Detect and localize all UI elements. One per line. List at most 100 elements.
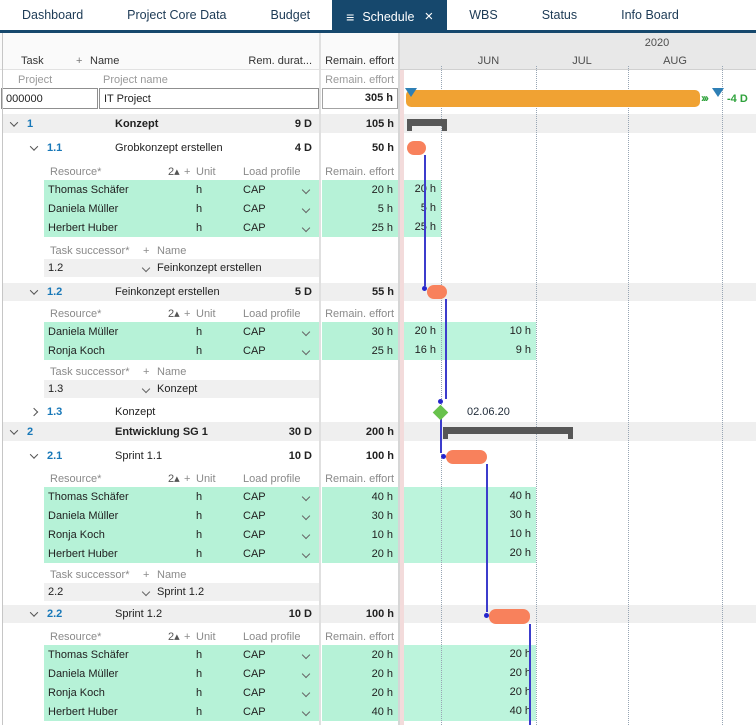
resource-unit[interactable]: h [196,183,203,196]
add-resource-icon[interactable]: + [184,165,191,178]
task-name[interactable]: Konzept [115,406,156,418]
load-profile-dropdown[interactable] [301,487,317,506]
task-name[interactable]: Grobkonzept erstellen [115,142,223,154]
resource-name[interactable]: Ronja Koch [48,528,105,541]
add-successor-icon[interactable]: + [143,244,150,257]
resource-name[interactable]: Daniela Müller [48,667,119,680]
resource-load-profile[interactable]: CAP [243,325,266,338]
resource-row[interactable]: Ronja Koch h CAP 10 h 10 h [0,525,756,544]
resource-load-profile[interactable]: CAP [243,648,266,661]
column-rem-duration[interactable]: Rem. durat... [248,55,312,67]
load-profile-dropdown[interactable] [301,180,317,199]
resource-name[interactable]: Herbert Huber [48,221,118,234]
tab-project-core-data[interactable]: Project Core Data [127,8,227,22]
add-successor-icon[interactable]: + [143,568,150,581]
sort-indicator[interactable]: 2▴ [168,473,180,485]
load-profile-dropdown[interactable] [301,664,317,683]
resource-name[interactable]: Herbert Huber [48,547,118,560]
resource-row[interactable]: Herbert Huber h CAP 20 h 20 h [0,544,756,563]
successor-number[interactable]: 1.3 [48,383,64,395]
resource-row[interactable]: Thomas Schäfer h CAP 40 h 40 h [0,487,756,506]
resource-unit[interactable]: h [196,221,203,234]
tab-schedule[interactable]: ≡ Schedule × [332,0,448,33]
load-profile-dropdown[interactable] [301,525,317,544]
successor-row[interactable]: 1.2 Feinkonzept erstellen [0,259,756,277]
resource-remain-effort[interactable]: 20 h [371,648,393,661]
task-row[interactable]: 2.2 Sprint 1.2 10 D 100 h [0,605,756,623]
project-name-field[interactable] [99,88,319,109]
successor-name[interactable]: Feinkonzept erstellen [157,262,262,274]
resource-remain-effort[interactable]: 25 h [371,221,393,234]
collapse-icon[interactable] [29,283,43,301]
resource-row[interactable]: Daniela Müller h CAP 5 h 5 h [0,199,756,218]
tab-close-icon[interactable]: × [424,8,434,25]
resource-remain-effort[interactable]: 30 h [371,325,393,338]
expand-icon-collapsed[interactable] [29,403,43,421]
resource-load-profile[interactable]: CAP [243,686,266,699]
load-profile-dropdown[interactable] [301,322,317,341]
resource-remain-effort[interactable]: 20 h [371,686,393,699]
task-number[interactable]: 1.1 [47,142,63,154]
resource-unit[interactable]: h [196,705,203,718]
tab-budget[interactable]: Budget [270,8,311,22]
resource-row[interactable]: Herbert Huber h CAP 40 h 40 h [0,702,756,721]
task-name[interactable]: Sprint 1.1 [115,450,163,462]
resource-remain-effort[interactable]: 20 h [371,183,393,196]
resource-row[interactable]: Herbert Huber h CAP 25 h 25 h [0,218,756,237]
column-remain-effort[interactable]: Remain. effort [325,55,394,67]
successor-number[interactable]: 2.2 [48,586,64,598]
resource-load-profile[interactable]: CAP [243,202,266,215]
task-row[interactable]: 2.1 Sprint 1.1 10 D 100 h [0,447,756,465]
resource-name[interactable]: Thomas Schäfer [48,183,129,196]
add-resource-icon[interactable]: + [184,472,191,485]
load-profile-dropdown[interactable] [301,218,317,237]
resource-row[interactable]: Daniela Müller h CAP 30 h 20 h 10 h [0,322,756,341]
resource-row[interactable]: Thomas Schäfer h CAP 20 h 20 h [0,180,756,199]
tab-wbs[interactable]: WBS [469,8,498,22]
resource-remain-effort[interactable]: 20 h [371,547,393,560]
resource-load-profile[interactable]: CAP [243,490,266,503]
task-name[interactable]: Konzept [115,117,159,130]
tab-info-board[interactable]: Info Board [621,8,679,22]
task-rem-duration[interactable]: 30 D [288,425,312,438]
resource-load-profile[interactable]: CAP [243,528,266,541]
collapse-icon[interactable] [29,447,43,465]
resource-unit[interactable]: h [196,344,203,357]
load-profile-dropdown[interactable] [301,702,317,721]
successor-row[interactable]: 2.2 Sprint 1.2 [0,583,756,601]
task-name[interactable]: Feinkonzept erstellen [115,286,220,298]
sort-indicator[interactable]: 2▴ [168,166,180,178]
resource-remain-effort[interactable]: 10 h [371,528,393,541]
resource-row[interactable]: Daniela Müller h CAP 30 h 30 h [0,506,756,525]
resource-load-profile[interactable]: CAP [243,705,266,718]
resource-remain-effort[interactable]: 25 h [371,344,393,357]
add-successor-icon[interactable]: + [143,365,150,378]
task-remain-effort[interactable]: 55 h [371,286,394,298]
resource-row[interactable]: Thomas Schäfer h CAP 20 h 20 h [0,645,756,664]
resource-load-profile[interactable]: CAP [243,667,266,680]
resource-remain-effort[interactable]: 40 h [371,705,393,718]
load-profile-dropdown[interactable] [301,341,317,360]
sort-indicator[interactable]: 2▴ [168,308,180,320]
task-remain-effort[interactable]: 100 h [365,608,394,620]
successor-number[interactable]: 1.2 [48,262,64,274]
load-profile-dropdown[interactable] [301,506,317,525]
add-resource-icon[interactable]: + [184,307,191,320]
resource-load-profile[interactable]: CAP [243,344,266,357]
resource-unit[interactable]: h [196,202,203,215]
resource-unit[interactable]: h [196,667,203,680]
successor-dropdown[interactable] [141,259,157,277]
column-task[interactable]: Task [21,55,44,67]
resource-unit[interactable]: h [196,648,203,661]
resource-unit[interactable]: h [196,490,203,503]
resource-unit[interactable]: h [196,686,203,699]
resource-name[interactable]: Daniela Müller [48,509,119,522]
resource-remain-effort[interactable]: 40 h [371,490,393,503]
tab-menu-icon[interactable]: ≡ [346,8,355,25]
resource-row[interactable]: Ronja Koch h CAP 25 h 16 h 9 h [0,341,756,360]
resource-name[interactable]: Daniela Müller [48,325,119,338]
column-name[interactable]: Name [90,55,120,67]
task-name[interactable]: Entwicklung SG 1 [115,425,208,438]
resource-name[interactable]: Thomas Schäfer [48,490,129,503]
task-rem-duration[interactable]: 4 D [294,142,312,154]
